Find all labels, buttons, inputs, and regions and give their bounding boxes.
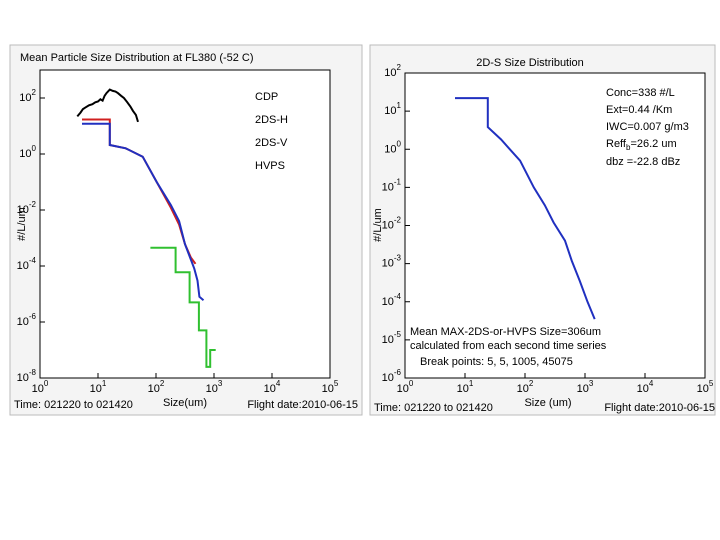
series-line — [455, 97, 596, 320]
annotation: Conc=338 #/L — [606, 87, 675, 99]
series-line — [150, 246, 216, 368]
x-axis-label: Size (um) — [524, 397, 571, 409]
y-tick-label: 100 — [19, 144, 36, 160]
x-tick-label: 103 — [577, 379, 594, 395]
annotation: IWC=0.007 g/m3 — [606, 121, 689, 133]
annotation: Reffb=26.2 um — [606, 138, 677, 152]
y-tick-label: 10-5 — [382, 330, 402, 346]
y-tick-label: 102 — [19, 88, 36, 104]
series-line — [82, 122, 205, 301]
annotation: dbz =-22.8 dBz — [606, 156, 680, 168]
y-tick-label: 10-1 — [382, 177, 402, 193]
x-tick-label: 105 — [322, 379, 339, 395]
plot-area — [39, 69, 331, 379]
chart-title: Mean Particle Size Distribution at FL380… — [20, 52, 254, 64]
y-tick-label: 10-2 — [382, 216, 402, 232]
annotation: Flight date:2010-06-15 — [604, 402, 715, 414]
annotation: Time: 021220 to 021420 — [374, 402, 493, 414]
series-line — [76, 88, 139, 123]
y-tick-label: 101 — [384, 101, 401, 117]
annotation: calculated from each second time series — [410, 340, 607, 352]
legend-entry: HVPS — [255, 160, 285, 172]
x-tick-label: 104 — [264, 379, 281, 395]
annotation: Ext=0.44 /Km — [606, 104, 672, 116]
y-tick-label: 10-6 — [17, 312, 37, 328]
y-tick-label: 10-4 — [17, 256, 37, 272]
y-axis-label: #/L/um — [16, 207, 28, 241]
x-tick-label: 100 — [32, 379, 49, 395]
legend-entry: CDP — [255, 91, 278, 103]
x-tick-label: 102 — [517, 379, 534, 395]
legend-entry: 2DS-H — [255, 114, 288, 126]
y-tick-label: 10-2 — [17, 200, 37, 216]
annotation: Break points: 5, 5, 1005, 45075 — [420, 356, 573, 368]
y-tick-label: 100 — [384, 139, 401, 155]
chart-title: 2D-S Size Distribution — [476, 57, 584, 69]
annotation: Flight date:2010-06-15 — [247, 399, 358, 411]
x-tick-label: 102 — [148, 379, 165, 395]
y-tick-label: 10-6 — [382, 368, 402, 384]
annotation: Time: 021220 to 021420 — [14, 399, 133, 411]
y-tick-label: 10-3 — [382, 254, 402, 270]
y-tick-label: 10-8 — [17, 368, 37, 384]
x-tick-label: 103 — [206, 379, 223, 395]
y-tick-label: 10-4 — [382, 292, 402, 308]
x-tick-label: 105 — [697, 379, 714, 395]
legend-entry: 2DS-V — [255, 137, 288, 149]
x-axis-label: Size(um) — [163, 397, 207, 409]
x-tick-label: 100 — [397, 379, 414, 395]
x-tick-label: 101 — [90, 379, 107, 395]
y-axis-label: #/L/um — [372, 208, 384, 242]
annotation: Mean MAX-2DS-or-HVPS Size=306um — [410, 326, 601, 338]
x-tick-label: 104 — [637, 379, 654, 395]
x-tick-label: 101 — [457, 379, 474, 395]
y-tick-label: 102 — [384, 63, 401, 79]
